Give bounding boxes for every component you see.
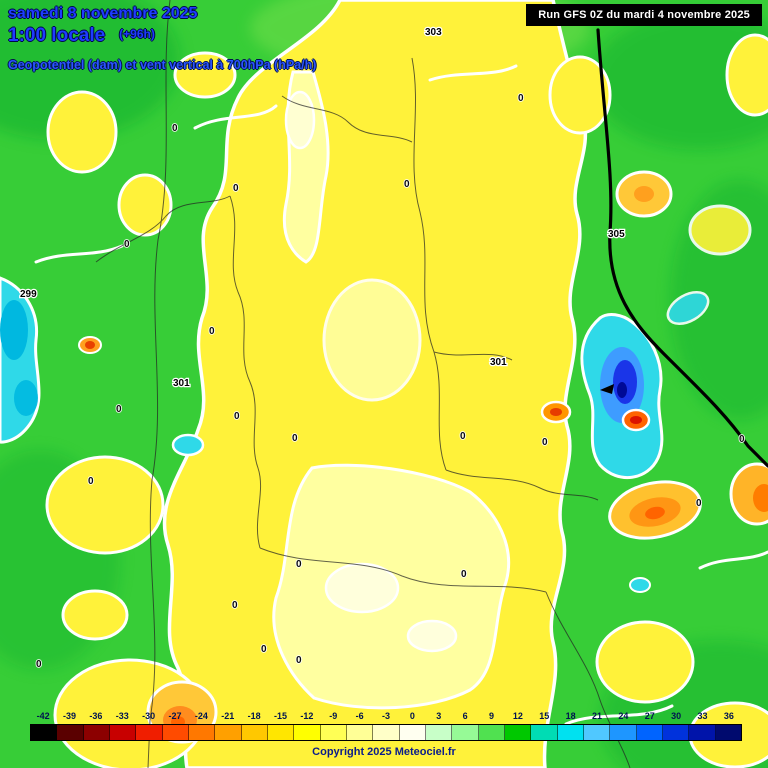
zero-contour-label: 0: [36, 659, 42, 670]
scale-label: 15: [539, 711, 550, 721]
scale-label: -15: [274, 711, 288, 721]
scale-label: 24: [618, 711, 629, 721]
scale-label: -21: [221, 711, 235, 721]
scale-label: 36: [723, 711, 734, 721]
scale-cell: [215, 725, 242, 740]
scale-label: -30: [142, 711, 156, 721]
scale-cell: [689, 725, 716, 740]
scale-cell: [294, 725, 321, 740]
scale-label: -36: [89, 711, 103, 721]
forecast-offset: (+96h): [119, 27, 155, 41]
scale-cell: [162, 725, 189, 740]
zero-contour-label: 0: [460, 431, 466, 442]
scale-cell: [188, 725, 216, 740]
date-line: samedi 8 novembre 2025: [8, 5, 198, 22]
zero-contour-label: 0: [296, 655, 302, 666]
scale-label: -18: [247, 711, 261, 721]
scale-label: 21: [592, 711, 603, 721]
scale-label: 0: [409, 711, 415, 721]
zero-contour-label: 0: [232, 600, 238, 611]
zero-contour-label: 0: [696, 498, 702, 509]
scale-label: -12: [300, 711, 314, 721]
geopotential-label: 305: [608, 229, 625, 240]
scale-label: 3: [436, 711, 442, 721]
scale-cell: [636, 725, 663, 740]
geopotential-label: 303: [425, 27, 442, 38]
scale-label: -6: [355, 711, 364, 721]
scale-label: 9: [489, 711, 495, 721]
scale-cell: [557, 725, 584, 740]
scale-label: -33: [115, 711, 129, 721]
scale-cell: [267, 725, 295, 740]
scale-cell: [583, 725, 611, 740]
scale-cell: [31, 725, 58, 740]
geopotential-label: 299: [20, 289, 37, 300]
scale-label: 33: [697, 711, 708, 721]
scale-cell: [399, 725, 426, 740]
scale-cell: [662, 725, 690, 740]
scale-label: 30: [671, 711, 682, 721]
scale-cell: [109, 725, 137, 740]
scale-cell: [504, 725, 532, 740]
scale-labels: -42 -39 -36 -33 -30 -27 -24 -21 -18 -15 -12 -9 -6 -3 0…: [30, 711, 742, 721]
zero-contour-label: 0: [292, 433, 298, 444]
scale-cell: [425, 725, 453, 740]
map-labels: 303 305 299 301 301 0 0 0 0 0 0 0 0 0 0 0 0 0 0 0 0 0 0 0 0: [19, 26, 746, 671]
scale-cell: [715, 725, 741, 740]
color-scale-bar: [30, 724, 742, 741]
subtitle: Geopotentiel (dam) et vent vertical à 70…: [8, 58, 317, 72]
scale-label: -39: [63, 711, 77, 721]
scale-cell: [531, 725, 558, 740]
scale-cell: [452, 725, 479, 740]
zero-contour-label: 0: [404, 179, 410, 190]
geopotential-contour-line: [596, 28, 768, 468]
scale-label: 18: [565, 711, 576, 721]
run-info: Run GFS 0Z du mardi 4 novembre 2025: [526, 4, 762, 26]
zero-contour-label: 0: [233, 183, 239, 194]
country-borders: [95, 0, 631, 768]
time-line: 1:00 locale (+96h): [8, 25, 316, 47]
scale-cell: [57, 725, 84, 740]
map-titles: samedi 8 novembre 2025 1:00 locale (+96h)…: [8, 5, 316, 72]
scale-label: -9: [329, 711, 338, 721]
scale-label: 6: [462, 711, 468, 721]
scale-cell: [478, 725, 505, 740]
geopotential-label: 301: [173, 378, 190, 389]
scale-label: 12: [512, 711, 523, 721]
scale-cell: [241, 725, 268, 740]
scale-label: -27: [168, 711, 182, 721]
geopotential-label: 301: [490, 357, 507, 368]
zero-contour-label: 0: [261, 644, 267, 655]
zero-contour-label: 0: [296, 559, 302, 570]
zero-contour-label: 0: [116, 404, 122, 415]
zero-contour-label: 0: [88, 476, 94, 487]
zero-contour-label: 0: [172, 123, 178, 134]
copyright: Copyright 2025 Meteociel.fr: [312, 746, 456, 758]
scale-label: -3: [382, 711, 391, 721]
scale-cell: [610, 725, 637, 740]
anomaly-cyan-regions: [0, 276, 710, 593]
zero-contour-label: 0: [461, 569, 467, 580]
scale-label: -24: [194, 711, 208, 721]
scale-cell: [136, 725, 163, 740]
scale-cell: [346, 725, 374, 740]
scale-label: 27: [644, 711, 655, 721]
scale-cell: [373, 725, 400, 740]
zero-contour-label: 0: [739, 434, 745, 445]
zero-contour-label: 0: [234, 411, 240, 422]
local-time: 1:00 locale: [8, 25, 106, 46]
scale-cell: [320, 725, 347, 740]
zero-contour-label: 0: [518, 93, 524, 104]
zero-contour-label: 0: [209, 326, 215, 337]
zero-contour-label: 0: [542, 437, 548, 448]
zero-contour-label: 0: [124, 239, 130, 250]
zero-contour-lines: [34, 64, 768, 726]
scale-cell: [83, 725, 110, 740]
scale-label: -42: [36, 711, 50, 721]
